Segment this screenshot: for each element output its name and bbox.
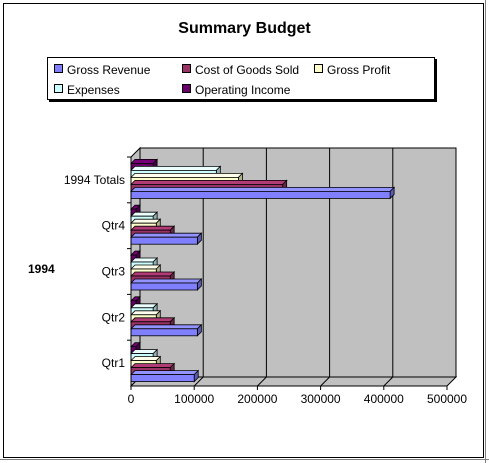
bar-top <box>130 310 162 316</box>
bar-top <box>130 370 200 376</box>
bar <box>130 323 203 337</box>
legend-item-operating-income: Operating Income <box>182 83 290 97</box>
bar-top <box>130 186 396 192</box>
bar-top <box>130 172 244 178</box>
bar-front <box>130 374 195 383</box>
legend-label: Expenses <box>67 83 120 97</box>
bar <box>130 278 203 291</box>
x-tick-label: 500000 <box>427 392 467 406</box>
chart-title: Summary Budget <box>178 20 311 37</box>
legend-swatch <box>182 84 191 93</box>
bar-front <box>130 190 391 199</box>
bar-top <box>130 225 176 231</box>
legend-swatch <box>54 64 63 73</box>
legend-swatch <box>54 84 63 93</box>
bar <box>130 369 200 383</box>
legend-item-expenses: Expenses <box>54 83 120 97</box>
bar-front <box>130 282 198 291</box>
bar-front <box>130 328 198 337</box>
bar-top <box>130 218 162 224</box>
bar-top <box>130 278 203 284</box>
x-tick-labels: 0 100000 200000 300000 400000 500000 <box>128 385 467 406</box>
x-tick-label: 0 <box>128 392 135 406</box>
bar <box>130 186 396 200</box>
legend-label: Gross Revenue <box>67 63 151 77</box>
legend[interactable]: Gross Revenue Cost of Goods Sold Gross P… <box>47 57 435 100</box>
y-category-label: Qtr3 <box>102 265 126 279</box>
y-category-label: Qtr4 <box>102 219 126 233</box>
bar-top <box>130 165 222 171</box>
legend-item-gross-profit: Gross Profit <box>314 63 390 77</box>
bar <box>130 232 203 246</box>
y-category-labels: Qtr1 Qtr2 Qtr3 Qtr4 1994 Totals <box>64 156 132 386</box>
gridline-floor <box>320 376 330 387</box>
x-tick-label: 300000 <box>301 392 341 406</box>
bar-top <box>130 317 176 323</box>
gridline-floor <box>257 376 267 387</box>
legend-swatch <box>182 64 191 73</box>
legend-label: Gross Profit <box>327 63 391 77</box>
bar-top <box>130 264 162 270</box>
y-category-label: Qtr2 <box>102 310 126 324</box>
bar-top <box>130 324 203 330</box>
gridline-floor <box>383 376 394 387</box>
x-tick-label: 400000 <box>364 392 404 406</box>
bar-top <box>130 363 176 369</box>
legend-label: Operating Income <box>195 83 291 97</box>
bar-top <box>130 232 203 238</box>
legend-item-gross-revenue: Gross Revenue <box>54 63 150 77</box>
y-category-label: 1994 Totals <box>64 173 125 187</box>
x-tick-label: 200000 <box>237 392 277 406</box>
bar-top <box>130 356 162 362</box>
bar-top <box>130 271 176 277</box>
bar-top <box>130 179 288 185</box>
sheet-bottom-edge <box>0 459 489 460</box>
bar-front <box>130 236 198 245</box>
sheet-right-edge <box>485 0 486 463</box>
y-category-label: Qtr1 <box>102 356 126 370</box>
legend-swatch <box>314 64 323 73</box>
legend-item-cost-of-goods-sold: Cost of Goods Sold <box>182 63 299 77</box>
category-group-label: 1994 <box>28 262 55 276</box>
legend-label: Cost of Goods Sold <box>195 63 300 77</box>
gridline-floor <box>193 376 204 387</box>
x-tick-label: 100000 <box>174 392 214 406</box>
bars <box>130 158 396 383</box>
